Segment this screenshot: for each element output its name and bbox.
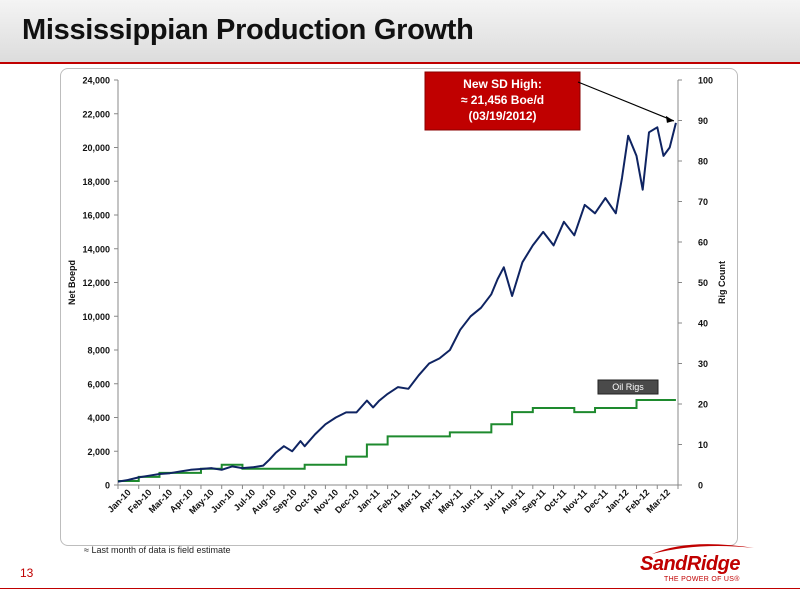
y-left-tick-label: 22,000 <box>82 109 110 119</box>
slide-title: Mississippian Production Growth <box>22 14 474 46</box>
y-left-axis-title: Net Boepd <box>67 260 77 305</box>
y-right-tick-label: 30 <box>698 359 708 369</box>
y-right-tick-label: 80 <box>698 157 708 167</box>
y-left-tick-label: 2,000 <box>87 447 110 457</box>
chart-axes <box>114 79 682 489</box>
y-right-tick-label: 40 <box>698 319 708 329</box>
y-left-tick-label: 18,000 <box>82 177 110 187</box>
sandridge-logo-swoosh <box>652 544 754 554</box>
new-high-callout <box>424 71 581 131</box>
footer-rule <box>0 588 800 589</box>
y-right-tick-label: 0 <box>698 481 703 491</box>
y-right-tick-label: 70 <box>698 197 708 207</box>
net-boepd-line <box>117 122 677 483</box>
callout-text: ≈ 21,456 Boe/d <box>461 93 544 107</box>
oil-rigs-label: Oil Rigs <box>612 382 644 392</box>
y-left-tick-label: 20,000 <box>82 143 110 153</box>
y-left-tick-label: 16,000 <box>82 211 110 221</box>
y-right-tick-label: 60 <box>698 238 708 248</box>
y-right-tick-label: 100 <box>698 76 713 86</box>
y-left-tick-label: 12,000 <box>82 278 110 288</box>
y-left-tick-label: 14,000 <box>82 244 110 254</box>
chart-frame <box>60 68 738 546</box>
oil-rigs-label-box <box>597 379 659 395</box>
callout-arrow <box>577 81 675 122</box>
y-left-tick-label: 4,000 <box>87 413 110 423</box>
x-tick-label: Sep-11 <box>520 487 548 515</box>
callout-arrowhead <box>665 115 674 123</box>
y-left-tick-label: 6,000 <box>87 379 110 389</box>
title-bar <box>0 0 800 62</box>
y-right-tick-label: 90 <box>698 116 708 126</box>
boe-series <box>117 122 677 483</box>
y-right-tick-label: 10 <box>698 440 708 450</box>
y-left-tick-label: 10,000 <box>82 312 110 322</box>
logo-tagline: THE POWER OF US® <box>664 576 740 583</box>
footnote: ≈ Last month of data is field estimate <box>84 545 231 555</box>
callout-text: New SD High: <box>463 77 542 91</box>
y-left-tick-label: 8,000 <box>87 346 110 356</box>
x-tick-label: Jun-10 <box>209 487 237 515</box>
x-tick-label: Jun-11 <box>458 487 485 514</box>
y-right-tick-label: 50 <box>698 278 708 288</box>
x-tick-label: Mar-12 <box>644 487 672 515</box>
sandridge-logo: SandRidge <box>640 553 740 575</box>
page-number: 13 <box>20 566 34 580</box>
callout-text: (03/19/2012) <box>468 109 536 123</box>
y-left-tick-label: 24,000 <box>82 76 110 86</box>
y-left-tick-label: 0 <box>105 481 110 491</box>
y-right-tick-label: 20 <box>698 400 708 410</box>
title-underline <box>0 62 800 64</box>
y-right-axis-title: Rig Count <box>717 261 727 304</box>
